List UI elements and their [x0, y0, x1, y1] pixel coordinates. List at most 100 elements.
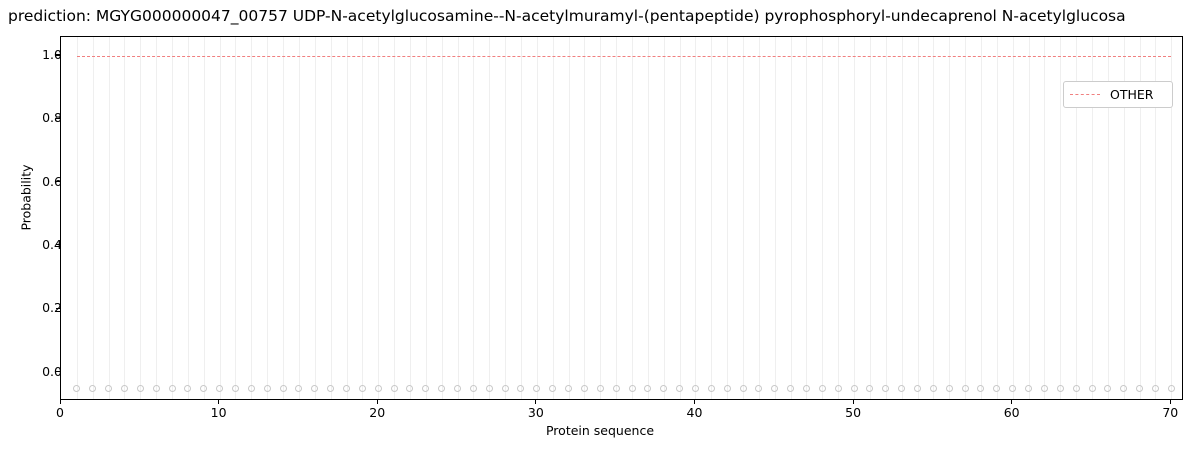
gridline — [1044, 37, 1046, 399]
x-tick-mark — [218, 400, 220, 404]
data-point-marker — [1025, 384, 1033, 392]
y-tick-mark — [56, 307, 60, 309]
gridline — [520, 37, 522, 399]
x-tick-label: 60 — [1003, 405, 1020, 420]
gridline — [425, 37, 427, 399]
vertical-gridlines — [61, 37, 1182, 399]
gridline — [108, 37, 110, 399]
x-tick-mark — [376, 400, 378, 404]
data-point-marker — [390, 384, 398, 392]
gridline — [980, 37, 982, 399]
gridline — [552, 37, 554, 399]
gridline — [219, 37, 221, 399]
gridline — [806, 37, 808, 399]
data-point-marker — [200, 384, 208, 392]
x-tick-mark — [1011, 400, 1013, 404]
data-point-marker — [723, 384, 731, 392]
data-point-marker — [1072, 384, 1080, 392]
gridline — [346, 37, 348, 399]
data-point-marker — [993, 384, 1001, 392]
data-point-marker — [707, 384, 715, 392]
data-point-marker — [1120, 384, 1128, 392]
gridline — [409, 37, 411, 399]
legend-label-other: OTHER — [1110, 87, 1154, 102]
data-point-marker — [501, 384, 509, 392]
data-point-marker — [660, 384, 668, 392]
data-point-marker — [73, 384, 81, 392]
data-point-marker — [136, 384, 144, 392]
gridline — [283, 37, 285, 399]
data-point-marker — [565, 384, 573, 392]
data-point-marker — [1040, 384, 1048, 392]
data-point-marker — [834, 384, 842, 392]
data-point-marker — [691, 384, 699, 392]
x-tick-label: 20 — [369, 405, 386, 420]
data-point-marker — [438, 384, 446, 392]
y-axis-label: Probability — [18, 164, 34, 231]
data-point-marker — [787, 384, 795, 392]
gridline — [1107, 37, 1109, 399]
data-point-marker — [1151, 384, 1159, 392]
gridline — [600, 37, 602, 399]
data-point-marker — [311, 384, 319, 392]
chart-legend[interactable]: OTHER — [1063, 81, 1173, 108]
gridline — [743, 37, 745, 399]
data-point-marker — [549, 384, 557, 392]
x-tick-label: 40 — [686, 405, 703, 420]
gridline — [584, 37, 586, 399]
data-point-marker — [406, 384, 414, 392]
y-tick-label: 0.0 — [42, 363, 62, 379]
x-tick-label: 30 — [527, 405, 544, 420]
data-point-marker — [152, 384, 160, 392]
gridline — [647, 37, 649, 399]
gridline — [901, 37, 903, 399]
data-point-marker — [1167, 384, 1175, 392]
data-point-marker — [1136, 384, 1144, 392]
gridline — [1060, 37, 1062, 399]
data-point-marker — [517, 384, 525, 392]
data-point-marker — [89, 384, 97, 392]
data-point-marker — [295, 384, 303, 392]
gridline — [1155, 37, 1157, 399]
y-tick-mark — [56, 181, 60, 183]
gridline — [885, 37, 887, 399]
data-point-marker — [533, 384, 541, 392]
data-point-marker — [612, 384, 620, 392]
x-tick-mark — [535, 400, 537, 404]
x-tick-mark — [852, 400, 854, 404]
gridline — [536, 37, 538, 399]
y-tick-mark — [56, 244, 60, 246]
gridline — [441, 37, 443, 399]
gridline — [473, 37, 475, 399]
x-tick-label: 10 — [210, 405, 227, 420]
x-tick-mark — [693, 400, 696, 404]
data-point-marker — [374, 384, 382, 392]
gridline — [711, 37, 713, 399]
gridline — [378, 37, 380, 399]
gridline — [838, 37, 840, 399]
gridline — [1139, 37, 1141, 399]
data-point-marker — [1009, 384, 1017, 392]
data-point-marker — [898, 384, 906, 392]
gridline — [616, 37, 618, 399]
gridline — [505, 37, 507, 399]
x-tick-label: 0 — [56, 405, 64, 420]
data-point-marker — [755, 384, 763, 392]
gridline — [267, 37, 269, 399]
data-point-marker — [358, 384, 366, 392]
plot-area: MSKYKIIMTGGGTAGHVTPNLALIPELKKRGFDIKYIGSI… — [60, 36, 1183, 400]
data-point-marker — [961, 384, 969, 392]
data-point-marker — [168, 384, 176, 392]
legend-swatch-other — [1070, 94, 1100, 95]
data-point-marker — [977, 384, 985, 392]
gridline — [172, 37, 174, 399]
data-point-marker — [945, 384, 953, 392]
y-tick-mark — [56, 117, 60, 119]
gridline — [203, 37, 205, 399]
data-point-marker — [1088, 384, 1096, 392]
gridline — [1123, 37, 1125, 399]
gridline — [156, 37, 158, 399]
gridline — [76, 37, 78, 399]
data-point-marker — [343, 384, 350, 392]
gridline — [1171, 37, 1173, 399]
